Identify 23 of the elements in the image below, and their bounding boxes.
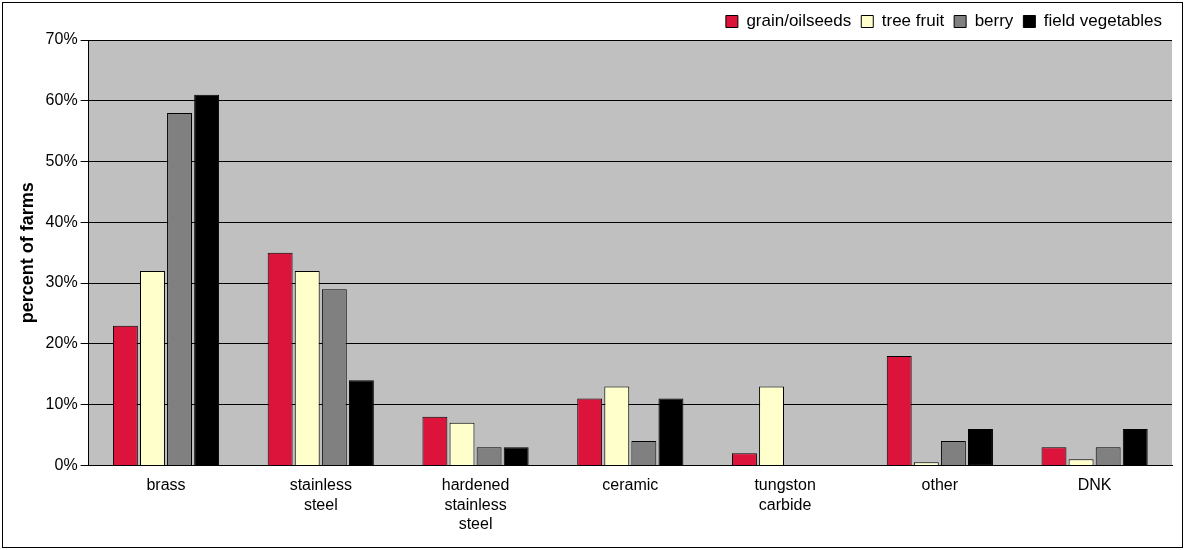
y-tick-label: 30% xyxy=(45,273,78,291)
y-tick-label: 10% xyxy=(45,395,78,413)
bar xyxy=(1122,428,1148,465)
legend-label: berry xyxy=(974,11,1014,31)
y-tick-label: 70% xyxy=(45,30,78,48)
y-tick-label: 40% xyxy=(45,212,78,230)
y-tick-label: 50% xyxy=(45,151,78,169)
y-tick-label: 0% xyxy=(54,455,78,473)
x-tick-label: ceramic xyxy=(602,476,659,494)
legend-label: tree fruit xyxy=(881,11,945,31)
legend-label: grain/oilseeds xyxy=(746,11,852,31)
x-tick-label: hardened stainless steel xyxy=(441,476,510,532)
y-tick-label: 20% xyxy=(45,334,78,352)
legend-label: field vegetables xyxy=(1043,11,1162,31)
x-tick-label: tungston carbide xyxy=(754,476,816,513)
x-tick-label: DNK xyxy=(1077,476,1112,494)
bar xyxy=(503,447,529,465)
x-tick-label: other xyxy=(921,476,959,494)
bar xyxy=(968,428,993,465)
x-tick-label: brass xyxy=(146,476,186,494)
y-axis-title: percent of farms xyxy=(16,182,37,324)
y-tick-label: 60% xyxy=(45,91,78,109)
x-tick-label: stainless steel xyxy=(289,476,352,513)
